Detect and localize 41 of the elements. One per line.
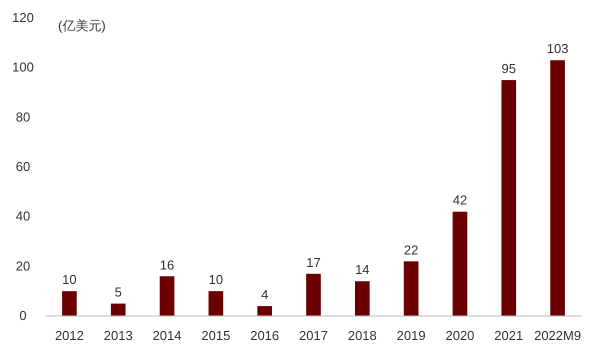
data-label: 42 (452, 192, 468, 208)
bar (550, 60, 565, 316)
data-label: 22 (404, 242, 418, 258)
x-tick-label: 2014 (152, 328, 182, 343)
data-label: 10 (62, 272, 77, 288)
data-label: 10 (208, 272, 224, 288)
x-tick-label: 2022M9 (534, 328, 582, 343)
bar (257, 306, 272, 316)
bar (62, 291, 77, 316)
data-label: 14 (355, 262, 370, 278)
x-tick-label: 2016 (250, 328, 280, 343)
y-tick-label: 100 (12, 60, 34, 75)
bar (160, 276, 174, 316)
y-tick-label: 40 (16, 208, 30, 224)
x-tick-label: 2018 (348, 328, 377, 343)
data-label: 103 (546, 41, 568, 56)
y-tick-label: 60 (16, 159, 30, 174)
x-tick-label: 2012 (54, 328, 84, 343)
bar (452, 212, 468, 316)
y-tick-label: 80 (16, 109, 30, 124)
x-tick-label: 2015 (201, 328, 230, 343)
y-tick-label: 0 (19, 308, 27, 323)
bar (306, 274, 321, 316)
data-label: 16 (160, 257, 174, 272)
x-tick-label: 2021 (494, 328, 524, 343)
data-label: 5 (114, 284, 122, 300)
data-label: 17 (306, 254, 321, 270)
x-tick-label: 2020 (445, 328, 474, 343)
y-tick-label: 20 (16, 258, 30, 274)
x-tick-label: 2013 (104, 328, 133, 343)
y-axis-title: (亿美元) (58, 18, 106, 33)
x-tick-label: 2017 (299, 328, 328, 343)
bar (110, 304, 126, 316)
bar (404, 261, 418, 316)
bar (208, 291, 224, 316)
bar (501, 80, 516, 316)
data-label: 4 (261, 287, 268, 302)
data-label: 95 (502, 61, 516, 76)
y-tick-label: 120 (12, 10, 34, 25)
bar (354, 281, 370, 316)
x-tick-label: 2019 (396, 328, 426, 343)
